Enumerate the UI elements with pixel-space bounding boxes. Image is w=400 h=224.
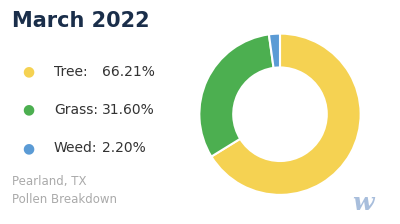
Wedge shape: [211, 34, 361, 195]
Text: March 2022: March 2022: [12, 11, 150, 31]
Text: 31.60%: 31.60%: [102, 103, 155, 117]
Text: Weed:: Weed:: [54, 141, 98, 155]
Text: Pearland, TX
Pollen Breakdown: Pearland, TX Pollen Breakdown: [12, 175, 117, 206]
Text: Grass:: Grass:: [54, 103, 98, 117]
Text: 2.20%: 2.20%: [102, 141, 146, 155]
Wedge shape: [269, 34, 280, 68]
Text: w: w: [352, 191, 374, 215]
Wedge shape: [199, 34, 274, 157]
Text: Tree:: Tree:: [54, 65, 88, 79]
Text: 66.21%: 66.21%: [102, 65, 155, 79]
Text: ●: ●: [22, 103, 34, 117]
Text: ●: ●: [22, 141, 34, 155]
Text: ●: ●: [22, 65, 34, 79]
